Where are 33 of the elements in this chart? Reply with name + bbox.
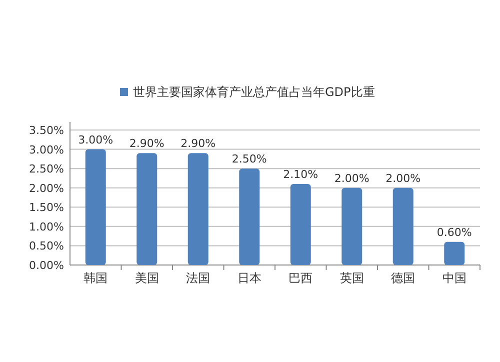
x-tick-label: 日本 [237,271,262,285]
bar [85,149,106,265]
bar [290,184,311,265]
x-tick-label: 韩国 [84,271,108,285]
data-label: 2.00% [386,172,421,185]
bar [239,168,260,265]
x-tick-label: 美国 [134,271,159,285]
y-tick-label: 0.50% [29,240,64,253]
y-tick-label: 0.00% [29,259,64,272]
y-tick-label: 1.50% [29,201,64,214]
x-tick-label: 法国 [186,271,210,285]
data-label: 3.00% [78,133,114,146]
data-label: 2.50% [232,152,267,166]
x-tick-label: 中国 [442,271,466,285]
x-tick-label: 德国 [391,271,416,285]
data-label: 2.00% [334,172,370,185]
bar [136,153,158,265]
bar [188,153,208,265]
bar [444,242,465,265]
y-tick-label: 2.00% [29,182,64,195]
bar [342,188,362,265]
y-tick-label: 1.00% [29,220,64,234]
y-tick-label: 3.50% [29,124,64,137]
x-tick-label: 英国 [340,271,364,285]
data-label: 0.60% [436,226,472,239]
legend-label: 世界主要国家体育产业总产值占当年GDP比重 [133,85,375,99]
y-tick-label: 2.50% [29,162,64,176]
x-tick-label: 巴西 [288,271,313,285]
y-tick-label: 3.00% [29,143,64,156]
data-label: 2.90% [180,137,216,150]
data-label: 2.10% [283,168,318,181]
data-label: 2.90% [129,137,164,150]
bar [392,188,414,265]
